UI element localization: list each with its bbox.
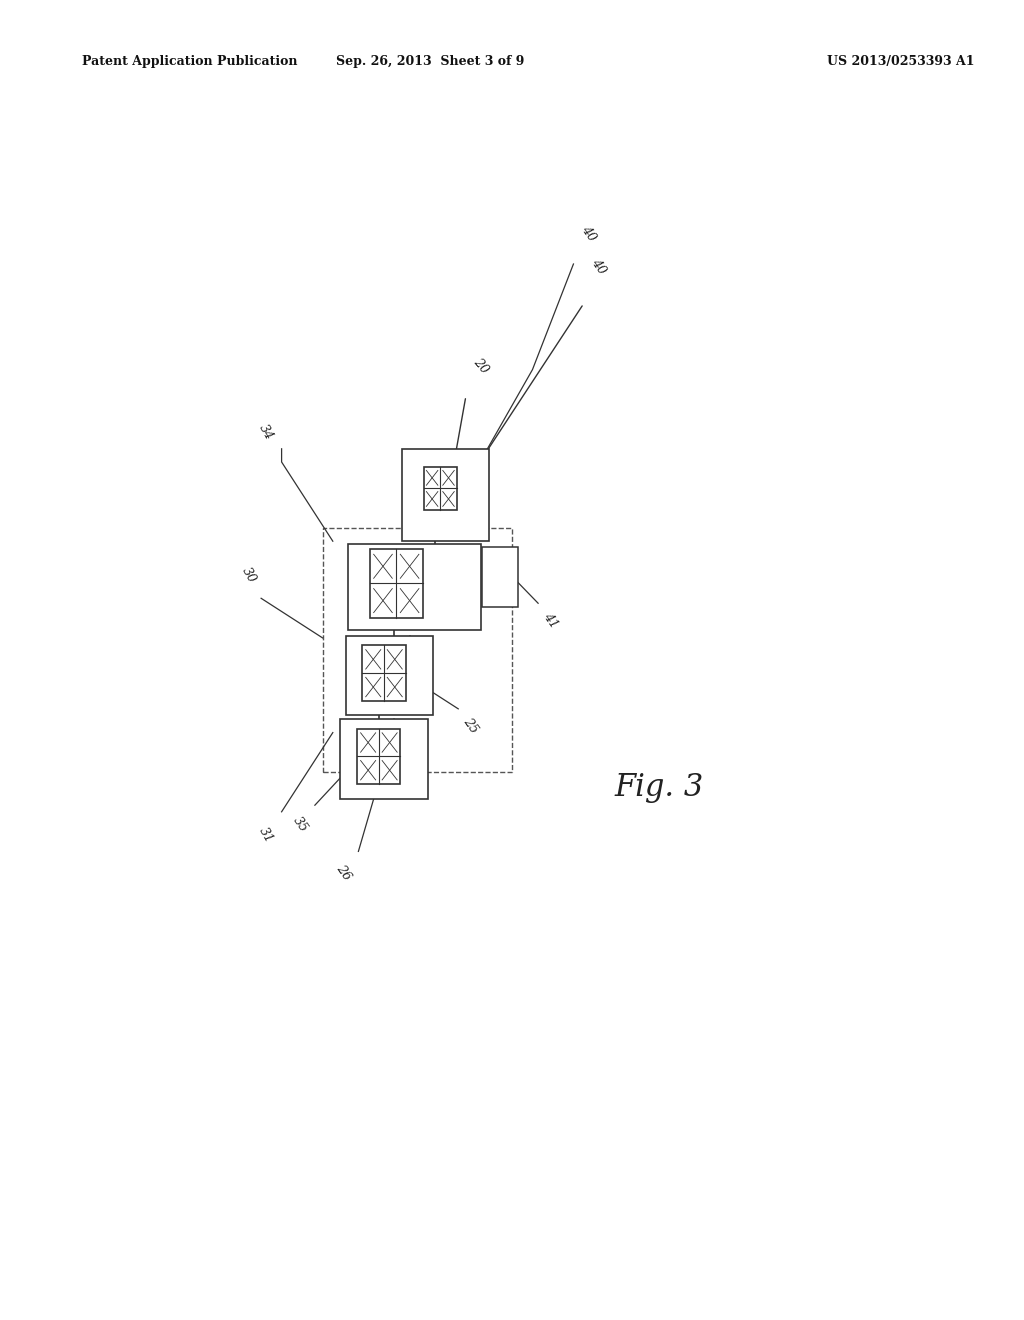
Text: 25: 25 — [461, 715, 480, 737]
Text: 41: 41 — [541, 610, 560, 631]
Text: US 2013/0253393 A1: US 2013/0253393 A1 — [827, 55, 975, 69]
Bar — [357, 729, 400, 784]
Text: Fig. 3: Fig. 3 — [614, 772, 703, 803]
Bar — [370, 549, 423, 618]
Bar — [424, 467, 457, 510]
Text: 30: 30 — [240, 565, 258, 585]
Text: 20: 20 — [471, 355, 492, 376]
Text: Sep. 26, 2013  Sheet 3 of 9: Sep. 26, 2013 Sheet 3 of 9 — [336, 55, 524, 69]
Bar — [346, 636, 433, 715]
Bar — [482, 546, 518, 606]
Bar — [348, 544, 481, 630]
Bar — [323, 528, 512, 772]
Bar — [401, 449, 489, 541]
Text: 40: 40 — [589, 256, 608, 277]
Text: 35: 35 — [290, 814, 309, 836]
Bar — [362, 645, 406, 701]
Bar — [340, 719, 428, 799]
Text: 40: 40 — [579, 223, 598, 244]
Text: 26: 26 — [334, 862, 353, 883]
Text: 34: 34 — [257, 422, 275, 442]
Text: 31: 31 — [257, 825, 275, 845]
Text: Patent Application Publication: Patent Application Publication — [82, 55, 297, 69]
